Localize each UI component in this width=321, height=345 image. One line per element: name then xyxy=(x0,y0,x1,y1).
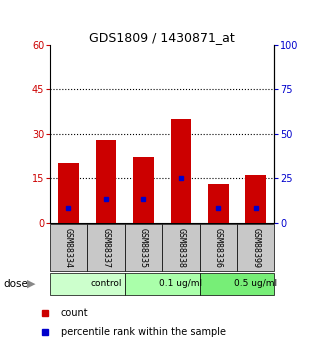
Text: GSM88334: GSM88334 xyxy=(64,228,73,267)
Text: GSM88338: GSM88338 xyxy=(176,228,185,267)
Text: GSM88335: GSM88335 xyxy=(139,228,148,267)
Text: 0.5 ug/ml: 0.5 ug/ml xyxy=(234,279,277,288)
Text: GSM88336: GSM88336 xyxy=(214,228,223,267)
FancyBboxPatch shape xyxy=(125,224,162,271)
FancyBboxPatch shape xyxy=(50,224,87,271)
FancyBboxPatch shape xyxy=(125,273,200,295)
Bar xyxy=(96,140,116,223)
FancyBboxPatch shape xyxy=(87,224,125,271)
Bar xyxy=(58,163,79,223)
Text: 0.1 ug/ml: 0.1 ug/ml xyxy=(159,279,203,288)
FancyBboxPatch shape xyxy=(200,224,237,271)
FancyBboxPatch shape xyxy=(162,224,200,271)
Text: dose: dose xyxy=(3,279,28,289)
Text: GSM88399: GSM88399 xyxy=(251,228,260,267)
Text: ▶: ▶ xyxy=(27,279,36,289)
FancyBboxPatch shape xyxy=(200,273,274,295)
Text: percentile rank within the sample: percentile rank within the sample xyxy=(61,327,226,337)
Text: control: control xyxy=(90,279,122,288)
Text: count: count xyxy=(61,308,89,318)
FancyBboxPatch shape xyxy=(50,273,125,295)
FancyBboxPatch shape xyxy=(237,224,274,271)
Title: GDS1809 / 1430871_at: GDS1809 / 1430871_at xyxy=(89,31,235,44)
Bar xyxy=(246,175,266,223)
Text: GSM88337: GSM88337 xyxy=(101,228,110,267)
Bar xyxy=(170,119,191,223)
Bar xyxy=(208,184,229,223)
Bar xyxy=(133,157,154,223)
